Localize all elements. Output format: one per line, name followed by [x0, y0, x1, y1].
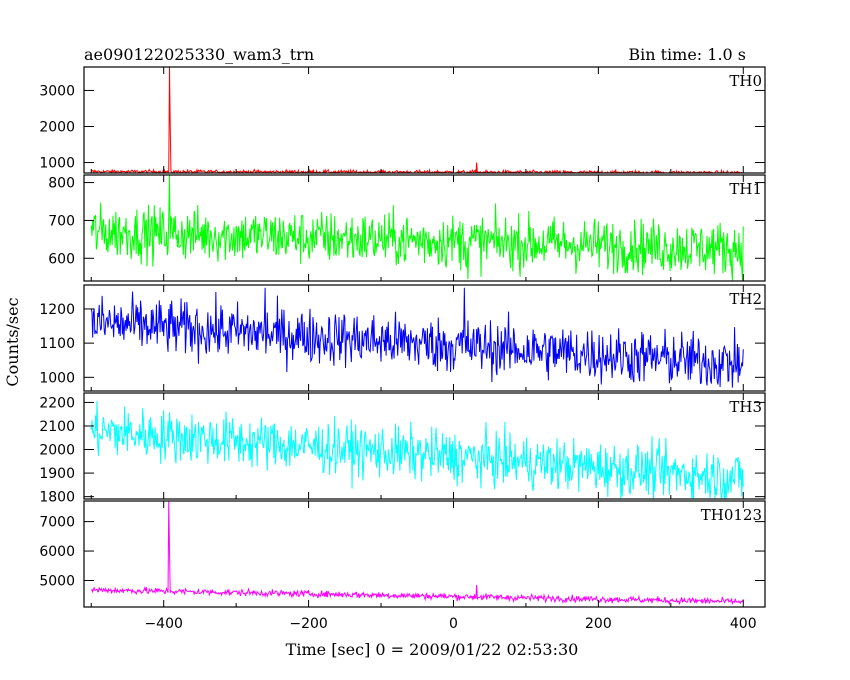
- chart-title: ae090122025330_wam3_trn: [84, 45, 314, 64]
- y-tick-label: 1000: [39, 370, 75, 386]
- y-tick-label: 600: [48, 251, 75, 267]
- y-tick-label: 800: [48, 176, 75, 192]
- x-tick-label: 0: [449, 616, 458, 632]
- panel-th3: 1800 1900 2000 2100 2200 TH3: [39, 392, 766, 506]
- y-tick-label: 2100: [39, 419, 75, 435]
- series-line-th0: [91, 67, 744, 173]
- y-tick-label: 1100: [39, 336, 75, 352]
- series-line-th3: [90, 400, 744, 499]
- y-tick-label: 3000: [39, 83, 75, 99]
- panel-frame: [83, 500, 766, 608]
- panel-label: TH2: [729, 290, 762, 308]
- series-line-th2: [90, 287, 744, 388]
- x-tick-label: 200: [585, 616, 612, 632]
- panel-th0: 1000 2000 3000 TH0: [39, 66, 766, 174]
- x-tick-label: −400: [144, 616, 182, 632]
- series-line-th1: [90, 175, 744, 281]
- panel-frame: [83, 284, 766, 392]
- panel-frame: [83, 66, 766, 174]
- y-tick-label: 2000: [39, 443, 75, 459]
- panel-th0123: 5000 6000 7000 TH0123: [39, 500, 766, 608]
- panel-frame: [83, 174, 766, 282]
- panel-th1: 600 700 800 TH1: [48, 174, 766, 282]
- y-tick-label: 700: [48, 213, 75, 229]
- panel-label: TH1: [729, 180, 762, 198]
- y-tick-label: 7000: [39, 515, 75, 531]
- y-tick-label: 2200: [39, 395, 75, 411]
- y-tick-label: 1000: [39, 156, 75, 172]
- panel-frame: [83, 392, 766, 500]
- y-tick-label: 6000: [39, 544, 75, 560]
- panel-label: TH0123: [701, 506, 762, 524]
- x-tick-label: −200: [289, 616, 327, 632]
- chart-subtitle: Bin time: 1.0 s: [628, 45, 746, 64]
- panel-th2: 1000 1100 1200 TH2: [39, 284, 766, 392]
- y-tick-label: 2000: [39, 119, 75, 135]
- panel-label: TH3: [729, 398, 762, 416]
- y-tick-label: 5000: [39, 574, 75, 590]
- y-tick-label: 1900: [39, 466, 75, 482]
- x-tick-label: 400: [730, 616, 757, 632]
- y-tick-label: 1800: [39, 490, 75, 506]
- panel-label: TH0: [729, 72, 762, 90]
- x-axis-label: Time [sec] 0 = 2009/01/22 02:53:30: [286, 640, 579, 659]
- series-line-th0123: [90, 501, 744, 606]
- y-axis-label: Counts/sec: [3, 297, 22, 386]
- y-tick-label: 1200: [39, 302, 75, 318]
